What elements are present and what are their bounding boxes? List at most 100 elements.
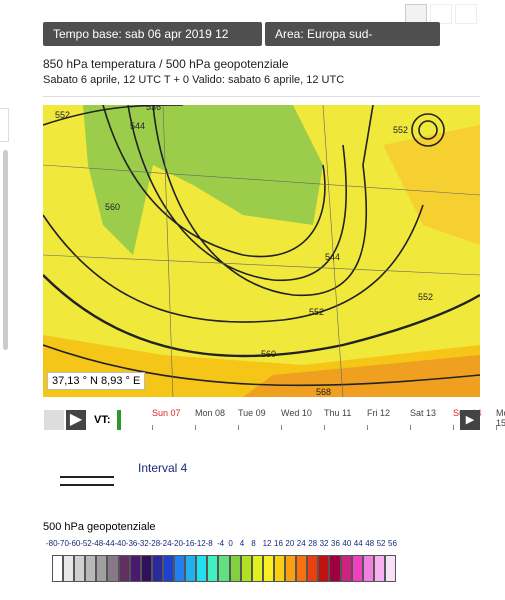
scale-label: 36: [331, 539, 340, 548]
scale-swatch: [229, 555, 241, 582]
day-label[interactable]: Fri 12: [367, 408, 391, 418]
scale-label: 40: [342, 539, 352, 548]
scale-swatch: [329, 555, 341, 582]
play-button[interactable]: ▶: [460, 410, 480, 430]
scale-swatch: [185, 555, 197, 582]
scale-swatch: [218, 555, 230, 582]
day-label[interactable]: Thu 11: [324, 408, 352, 418]
day-tick: [152, 425, 153, 430]
scale-label: -16: [182, 539, 195, 548]
scale-swatch: [296, 555, 308, 582]
scale-label: 16: [274, 539, 283, 548]
scale-swatch: [174, 555, 186, 582]
contour-label: 552: [309, 307, 324, 317]
day-tick: [324, 425, 325, 430]
day-label[interactable]: Sun 07: [152, 408, 181, 418]
area-dropdown[interactable]: Area: Europa sud-occidentale: [265, 22, 440, 65]
vt-label: VT:: [94, 414, 111, 426]
scale-label: -28: [148, 539, 161, 548]
scale-label: -8: [205, 539, 213, 548]
scale-swatch: [351, 555, 363, 582]
day-label[interactable]: Sat 13: [410, 408, 437, 418]
scale-label: 8: [251, 539, 256, 548]
divider: [43, 96, 480, 97]
scale-swatch: [273, 555, 286, 582]
scale-label: -40: [114, 539, 126, 548]
day-label[interactable]: Tue 09: [238, 408, 266, 418]
scale-label: -36: [125, 539, 138, 548]
legend-label: Interval 4: [138, 461, 188, 475]
scale-label: 44: [353, 539, 363, 548]
day-label[interactable]: Wed 10: [281, 408, 312, 418]
scale-label: -80: [46, 539, 58, 548]
scale-swatch: [162, 555, 175, 582]
scale-swatch: [318, 555, 330, 582]
next-button[interactable]: ▶: [66, 410, 86, 430]
base-time-dropdown[interactable]: Tempo base: sab 06 apr 2019 12 UTC: [43, 22, 262, 65]
scale-swatch: [85, 555, 97, 582]
scale-swatch: [96, 555, 108, 582]
print-button[interactable]: [405, 4, 427, 24]
day-label[interactable]: Mon 08: [195, 408, 226, 418]
scale-label: 52: [376, 539, 386, 548]
scale-title: 500 hPa geopotenziale: [43, 521, 156, 533]
day-tick: [410, 425, 411, 430]
scale-label: 56: [388, 539, 397, 548]
day-tick: [195, 425, 196, 430]
scale-label: 28: [308, 539, 318, 548]
zoom-button[interactable]: [430, 4, 452, 24]
scrollbar[interactable]: [3, 150, 8, 350]
scale-label: -60: [68, 539, 81, 548]
contour-label: 544: [325, 252, 340, 262]
legend-line: [60, 476, 114, 486]
scale-swatch: [207, 555, 219, 582]
scale-swatch: [118, 555, 130, 582]
subtitle: Sabato 6 aprile, 12 UTC T + 0 Valido: sa…: [43, 74, 345, 86]
scale-swatch: [151, 555, 163, 582]
scale-swatch: [107, 555, 119, 582]
contour-label: 552: [418, 292, 433, 302]
scale-label: 32: [319, 539, 329, 548]
prev-button[interactable]: [44, 410, 64, 430]
day-tick: [453, 425, 454, 430]
scale-swatch: [140, 555, 152, 582]
scale-label: 12: [262, 539, 272, 548]
scale-swatch: [373, 555, 385, 582]
scale-swatch: [262, 555, 274, 582]
title: 850 hPa temperatura / 500 hPa geopotenzi…: [43, 57, 289, 71]
scale-swatch: [52, 555, 64, 582]
download-button[interactable]: [455, 4, 477, 24]
scale-swatch: [196, 555, 208, 582]
scale-swatch: [362, 555, 374, 582]
contour-label: 568: [316, 387, 331, 397]
scale-label: -12: [194, 539, 206, 548]
scale-swatch: [384, 555, 396, 582]
scale-swatch: [285, 555, 297, 582]
contour-label: 536: [146, 105, 161, 112]
scale-swatch: [63, 555, 75, 582]
scale-swatch: [74, 555, 86, 582]
scale-label: -70: [57, 539, 69, 548]
scale-label: -4: [217, 539, 225, 548]
scale-swatch: [240, 555, 252, 582]
day-tick: [238, 425, 239, 430]
scale-label: -32: [137, 539, 149, 548]
contour-label: 552: [393, 125, 408, 135]
scale-swatch: [129, 555, 141, 582]
scale-label: -24: [160, 539, 172, 548]
contour-label: 552: [55, 110, 70, 120]
scale-label: -48: [91, 539, 104, 548]
scale-label: -52: [80, 539, 92, 548]
day-tick: [496, 425, 497, 430]
scale-label: -20: [171, 539, 183, 548]
scale-label: 20: [285, 539, 295, 548]
contour-label: 560: [105, 202, 120, 212]
scale-swatch: [307, 555, 319, 582]
scale-label: 48: [365, 539, 375, 548]
day-tick: [367, 425, 368, 430]
day-label[interactable]: Mon 15: [496, 408, 505, 428]
scale-label: 0: [228, 539, 233, 548]
side-panel[interactable]: [0, 108, 9, 142]
map: 552 536 544 560 544 552 560 568 552 552: [43, 105, 480, 397]
